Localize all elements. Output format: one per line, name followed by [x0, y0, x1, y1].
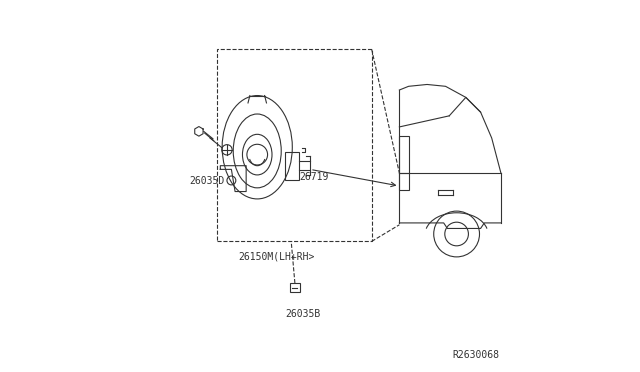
Text: 26035B: 26035B — [285, 309, 320, 319]
Bar — [216, 49, 372, 241]
Text: 26150M(LH+RH>: 26150M(LH+RH> — [239, 252, 315, 262]
Bar — [399, 136, 408, 190]
Text: R2630068: R2630068 — [452, 350, 499, 359]
Text: 26035D: 26035D — [189, 176, 224, 186]
Bar — [290, 283, 300, 292]
Text: 26719: 26719 — [300, 173, 329, 182]
Bar — [285, 152, 299, 180]
